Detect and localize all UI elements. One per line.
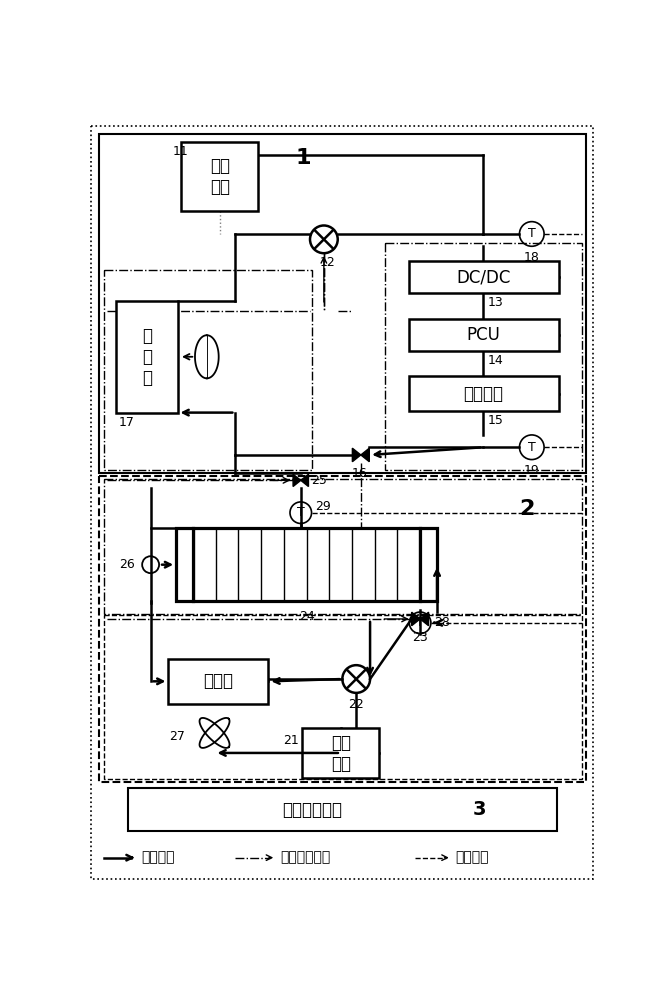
Bar: [182, 142, 259, 211]
Polygon shape: [293, 474, 301, 487]
Bar: [104, 479, 582, 614]
Text: 15: 15: [487, 414, 503, 427]
Text: 水膨
箱胀: 水膨 箱胀: [331, 734, 351, 773]
Text: 2: 2: [520, 499, 535, 519]
Bar: [409, 261, 558, 293]
Bar: [420, 528, 437, 601]
Text: 17: 17: [118, 416, 134, 429]
Bar: [303, 728, 379, 778]
Text: 温度信号: 温度信号: [456, 851, 489, 865]
Text: 热管理控制器: 热管理控制器: [283, 801, 342, 819]
Text: 29: 29: [315, 500, 331, 513]
Bar: [104, 270, 313, 470]
Text: 16: 16: [351, 467, 367, 480]
Bar: [116, 301, 178, 413]
Text: 22: 22: [348, 698, 364, 710]
Polygon shape: [411, 612, 420, 626]
Polygon shape: [352, 448, 361, 462]
Text: 散热器: 散热器: [203, 672, 233, 690]
Text: T: T: [528, 441, 536, 454]
Text: T: T: [297, 506, 305, 519]
Text: 26: 26: [120, 558, 135, 571]
Text: 27: 27: [170, 730, 185, 743]
Text: 散
热
器: 散 热 器: [142, 327, 152, 387]
Bar: [128, 788, 557, 831]
Bar: [409, 376, 558, 411]
Text: 14: 14: [488, 354, 503, 367]
Text: 冷却液流: 冷却液流: [142, 851, 175, 865]
Text: T: T: [416, 616, 424, 629]
Text: 18: 18: [524, 251, 540, 264]
Text: 25: 25: [311, 474, 327, 487]
Text: 11: 11: [172, 145, 188, 158]
Bar: [168, 659, 269, 704]
Bar: [193, 528, 420, 601]
Bar: [99, 476, 586, 782]
Text: 19: 19: [524, 464, 540, 477]
Text: 膨胀
水箱: 膨胀 水箱: [210, 157, 230, 196]
Text: 13: 13: [488, 296, 503, 309]
Text: DC/DC: DC/DC: [456, 268, 511, 286]
Bar: [176, 528, 193, 601]
Text: 12: 12: [320, 256, 335, 269]
Polygon shape: [301, 474, 309, 487]
Text: 24: 24: [299, 610, 315, 623]
Text: T: T: [528, 227, 536, 240]
Text: 驱动电机: 驱动电机: [464, 385, 504, 403]
Text: 28: 28: [434, 616, 450, 629]
Bar: [99, 134, 586, 473]
Polygon shape: [420, 612, 429, 626]
Polygon shape: [361, 448, 369, 462]
Bar: [385, 243, 582, 470]
Text: PCU: PCU: [467, 326, 500, 344]
Text: 21: 21: [283, 734, 299, 747]
Text: 开关控制信号: 开关控制信号: [280, 851, 330, 865]
Text: 1: 1: [296, 148, 311, 168]
Text: 23: 23: [412, 631, 428, 644]
Bar: [104, 615, 582, 779]
Bar: [409, 319, 558, 351]
Text: 3: 3: [473, 800, 486, 819]
